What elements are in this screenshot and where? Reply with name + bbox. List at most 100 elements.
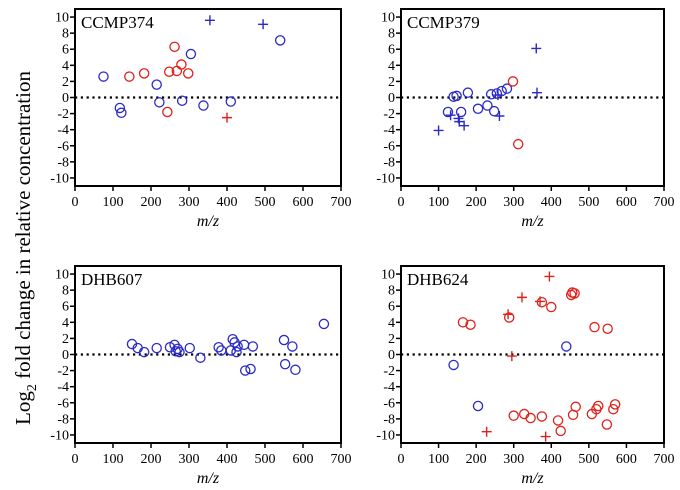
y-tick-label: -6	[57, 139, 69, 154]
y-tick-label: 2	[62, 75, 69, 90]
data-point-circle	[503, 312, 515, 323]
data-point-circle	[593, 400, 604, 412]
y-tick-label: -4	[57, 380, 69, 395]
x-tick-label: 400	[217, 452, 238, 467]
data-point-circle	[442, 106, 454, 118]
y-tick-label: -10	[376, 171, 395, 186]
data-point-circle	[491, 88, 503, 99]
data-point-circle	[482, 100, 493, 111]
data-point-plus	[506, 351, 517, 362]
plot-frame	[74, 265, 342, 444]
data-point-plus	[532, 87, 543, 98]
data-point-plus	[459, 120, 470, 131]
data-point-circle	[174, 346, 185, 358]
data-point-circle	[536, 411, 548, 422]
y-axis-label: Log2 fold change in relative concentrati…	[11, 71, 40, 425]
data-point-circle	[151, 342, 162, 354]
x-axis-label: m/z	[197, 213, 220, 230]
data-point-plus	[258, 19, 269, 30]
y-tick-label: -4	[383, 380, 395, 395]
data-point-plus	[433, 125, 444, 136]
data-point-circle	[162, 106, 173, 118]
x-tick-label: 700	[654, 452, 675, 467]
x-tick-label: 700	[331, 452, 352, 467]
data-point-circle	[472, 400, 484, 412]
plot-frame	[74, 8, 342, 187]
y-tick-label: 4	[62, 316, 69, 331]
y-tick-label: 8	[62, 27, 69, 42]
y-tick-label: 2	[62, 332, 69, 347]
y-tick-label: -4	[57, 123, 69, 138]
data-point-circle	[182, 68, 194, 79]
y-tick-label: 6	[62, 300, 69, 315]
data-point-circle	[138, 346, 150, 358]
y-tick-label: -8	[57, 412, 69, 427]
data-point-circle	[247, 341, 259, 352]
x-axis-label: m/z	[521, 213, 544, 230]
data-point-circle	[448, 359, 459, 371]
y-tick-label: 0	[62, 91, 69, 106]
data-point-circle	[546, 301, 557, 313]
y-tick-label: -2	[383, 364, 395, 379]
x-tick-label: 300	[179, 452, 200, 467]
data-point-circle	[176, 95, 188, 106]
data-point-circle	[536, 296, 548, 308]
y-tick-label: 6	[388, 300, 395, 315]
data-point-plus	[540, 431, 551, 442]
y-tick-label: -6	[57, 396, 69, 411]
data-point-circle	[496, 85, 507, 97]
data-point-circle	[287, 341, 298, 352]
data-point-circle	[198, 100, 209, 111]
y-tick-label: 8	[388, 27, 395, 42]
y-tick-label: 4	[388, 59, 395, 74]
data-point-circle	[185, 48, 197, 60]
data-point-circle	[238, 339, 250, 351]
data-point-circle	[231, 346, 242, 358]
data-point-circle	[485, 89, 497, 100]
data-point-circle	[184, 342, 196, 354]
x-tick-label: 0	[72, 452, 79, 467]
y-tick-label: 0	[388, 91, 395, 106]
plot-frame	[400, 8, 665, 187]
data-point-circle	[501, 83, 513, 94]
data-point-circle	[488, 105, 500, 117]
x-tick-label: 300	[503, 195, 524, 210]
x-tick-label: 600	[616, 195, 637, 210]
y-tick-label: 8	[62, 284, 69, 299]
x-tick-label: 500	[578, 452, 599, 467]
data-point-circle	[508, 410, 519, 421]
data-point-circle	[552, 415, 564, 426]
x-tick-label: 100	[103, 452, 124, 467]
x-tick-label: 200	[466, 195, 487, 210]
data-point-circle	[555, 425, 566, 437]
panel-title: CCMP379	[407, 13, 480, 32]
data-point-circle	[318, 318, 330, 330]
data-point-circle	[278, 334, 290, 346]
y-tick-label: 2	[388, 332, 395, 347]
panel-title: CCMP374	[81, 13, 154, 32]
y-tick-label: -10	[376, 428, 395, 443]
x-tick-label: 600	[293, 452, 314, 467]
y-tick-label: 10	[381, 11, 395, 26]
data-point-circle	[512, 138, 524, 150]
data-point-circle	[589, 321, 600, 333]
y-tick-label: 8	[388, 284, 395, 299]
x-tick-label: 700	[331, 195, 352, 210]
x-tick-label: 200	[141, 452, 162, 467]
data-point-circle	[170, 346, 181, 357]
data-point-circle	[124, 71, 135, 82]
y-tick-label: 2	[388, 75, 395, 90]
y-tick-label: -8	[57, 155, 69, 170]
y-tick-label: -8	[383, 412, 395, 427]
y-axis-label-log: Log	[11, 391, 35, 425]
x-tick-label: 400	[541, 195, 562, 210]
y-tick-label: -10	[50, 171, 69, 186]
x-tick-label: 300	[503, 452, 524, 467]
x-tick-label: 0	[398, 452, 405, 467]
x-tick-label: 300	[179, 195, 200, 210]
x-tick-label: 200	[466, 452, 487, 467]
y-tick-label: -6	[383, 139, 395, 154]
